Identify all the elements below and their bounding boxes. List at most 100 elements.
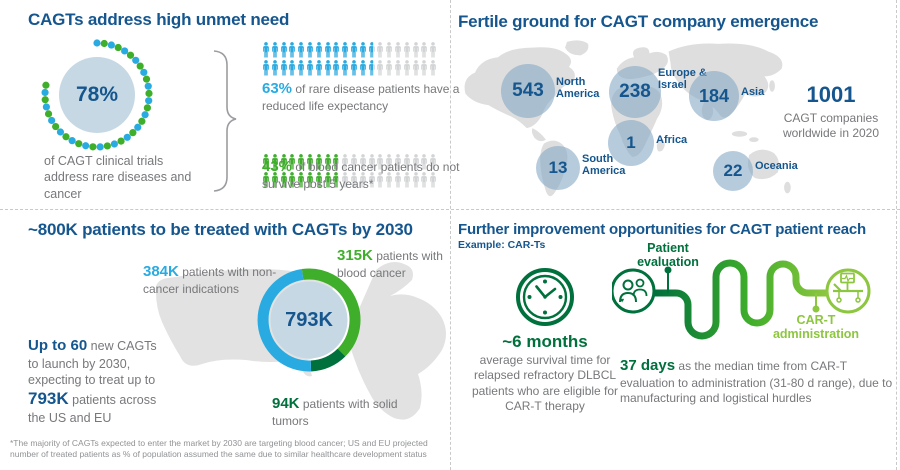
launch-text: new CAGTs to launch by 2030, expecting t… <box>28 339 157 387</box>
patients-donut-center-value: 793K <box>285 308 333 331</box>
footnote: *The majority of CAGTs expected to enter… <box>10 438 428 460</box>
person-icon <box>350 60 358 76</box>
patient-evaluation-dot <box>664 266 672 274</box>
person-icon <box>288 42 296 58</box>
segment-desc: patients with solid tumors <box>272 397 398 428</box>
patients-count: 793K <box>28 389 69 408</box>
person-icon <box>385 42 393 58</box>
person-icon <box>412 60 420 76</box>
donut-center-value: 78% <box>75 83 119 106</box>
person-icon <box>262 42 270 58</box>
region-bubble-south-america: 13 <box>536 146 580 190</box>
patients-donut-chart <box>257 268 361 372</box>
region-bubble-north-america: 543 <box>501 64 555 118</box>
greenland-shape <box>565 40 589 56</box>
person-icon <box>341 42 349 58</box>
launch-count: Up to 60 <box>28 337 88 354</box>
stat-value: 63% <box>262 80 293 97</box>
svg-text:♥: ♥ <box>620 298 624 305</box>
person-icon <box>271 42 279 58</box>
region-bubble-europe-israel: 238 <box>609 66 661 118</box>
person-icon <box>280 42 288 58</box>
pictogram-rare-disease <box>262 42 438 76</box>
panel-title-patients-2030: ~800K patients to be treated with CAGTs … <box>28 220 413 239</box>
person-icon <box>394 60 402 76</box>
segment-value: 315K <box>337 247 373 264</box>
total-companies-caption: CAGT companies worldwide in 2020 <box>782 111 880 140</box>
person-icon <box>368 60 373 76</box>
person-icon <box>420 60 428 76</box>
person-icon <box>359 60 367 76</box>
cart-administration-icon <box>825 268 871 314</box>
stat-rare-disease: 63% of rare disease patients have a redu… <box>262 79 462 114</box>
panel-title-improvement: Further improvement opportunities for CA… <box>458 221 867 238</box>
patient-evaluation-icon: ♥ <box>612 268 656 314</box>
person-icon <box>332 42 340 58</box>
label-non-cancer: 384K patients with non-cancer indication… <box>143 262 295 297</box>
stat-value: 43% <box>262 158 293 175</box>
australia-shape <box>747 149 780 180</box>
region-label-north-america: North America <box>556 76 600 100</box>
median-text: as the median time from CAR-T evaluation… <box>620 359 893 406</box>
stat-desc: of rare disease patients have a reduced … <box>262 82 460 113</box>
person-icon <box>297 60 305 76</box>
label-blood-cancer: 315K patients with blood cancer <box>337 246 459 281</box>
clock-icon <box>516 268 574 326</box>
person-icon <box>306 60 314 76</box>
brace-icon <box>213 50 237 192</box>
person-icon <box>385 60 393 76</box>
person-icon <box>324 42 332 58</box>
person-icon <box>429 42 437 58</box>
person-icon <box>359 42 367 58</box>
panel-title-emergence: Fertile ground for CAGT company emergenc… <box>458 12 819 31</box>
stat-blood-cancer: 43% of blood cancer patients do not surv… <box>262 157 462 192</box>
journey-start-label: Patient evaluation <box>637 241 699 269</box>
total-companies-value: 1001 <box>806 82 856 107</box>
region-label-asia: Asia <box>741 86 765 98</box>
person-icon <box>288 60 296 76</box>
person-icon <box>315 42 323 58</box>
region-label-south-america: South America <box>582 153 626 177</box>
donut-center-circle <box>270 281 348 359</box>
journey-line <box>651 259 831 340</box>
vertical-divider <box>450 0 451 470</box>
person-icon <box>429 60 437 76</box>
europe-map <box>350 262 446 420</box>
region-bubble-oceania: 22 <box>713 151 753 191</box>
patients-text: patients across the US and EU <box>28 393 157 426</box>
person-icon <box>350 42 358 58</box>
dotted-donut-chart <box>41 39 153 151</box>
survival-value: ~6 months <box>502 332 588 351</box>
person-icon <box>376 42 384 58</box>
label-solid-tumors: 94K patients with solid tumors <box>272 394 410 429</box>
panel-title-unmet-need: CAGTs address high unmet need <box>28 10 290 29</box>
person-icon <box>332 60 340 76</box>
median-value: 37 days <box>620 357 676 374</box>
person-icon <box>368 42 373 58</box>
person-icon <box>341 60 349 76</box>
person-icon <box>376 60 384 76</box>
segment-desc: patients with non-cancer indications <box>143 265 277 296</box>
person-icon <box>420 42 428 58</box>
region-label-oceania: Oceania <box>755 160 798 172</box>
person-icon <box>306 42 314 58</box>
person-icon <box>280 60 288 76</box>
person-icon <box>262 60 270 76</box>
total-companies: 1001 CAGT companies worldwide in 2020 <box>766 82 896 141</box>
segment-desc: patients with blood cancer <box>337 249 443 280</box>
region-bubble-africa: 1 <box>608 120 654 166</box>
donut-center-circle <box>59 57 135 133</box>
cart-administration-dot <box>812 305 820 313</box>
median-time: 37 days as the median time from CAR-T ev… <box>620 356 894 407</box>
person-icon <box>403 60 411 76</box>
person-icon <box>412 42 420 58</box>
person-icon <box>297 42 305 58</box>
person-icon <box>315 60 323 76</box>
person-icon <box>403 42 411 58</box>
region-label-africa: Africa <box>656 134 688 146</box>
stat-desc: of blood cancer patients do not survive … <box>262 160 460 191</box>
region-bubble-asia: 184 <box>689 71 739 121</box>
segment-value: 94K <box>272 395 300 412</box>
person-icon <box>324 60 332 76</box>
